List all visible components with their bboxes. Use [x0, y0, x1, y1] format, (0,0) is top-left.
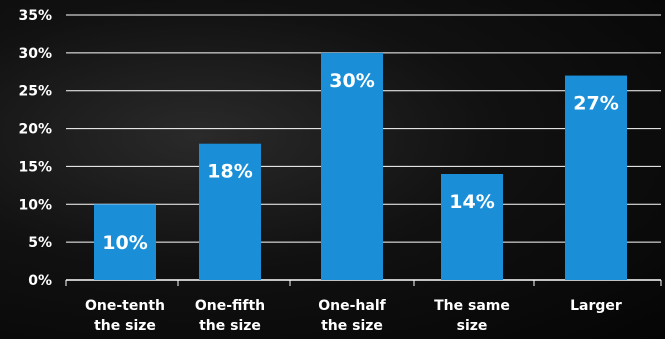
- data-label: 14%: [449, 191, 494, 213]
- x-tick-label: One-half the size: [318, 298, 386, 334]
- x-tick-label: Larger: [570, 298, 622, 314]
- data-label: 27%: [573, 93, 618, 115]
- data-labels: 10% 18% 30% 14% 27%: [102, 70, 618, 254]
- y-tick-label: 15%: [18, 159, 52, 175]
- y-axis-labels: 0% 5% 10% 15% 20% 25% 30% 35%: [18, 8, 52, 289]
- data-label: 10%: [102, 232, 147, 254]
- bar: [441, 174, 503, 280]
- y-tick-label: 5%: [28, 235, 52, 251]
- y-tick-label: 30%: [18, 46, 52, 62]
- y-tick-label: 0%: [28, 273, 52, 289]
- bars: [94, 52, 627, 280]
- y-tick-label: 25%: [18, 84, 52, 100]
- y-tick-label: 10%: [18, 197, 52, 213]
- x-axis-labels: One-tenth the size One-fifth the size One-ha…: [85, 298, 622, 334]
- x-tick-label: One-fifth the size: [195, 298, 265, 334]
- y-tick-label: 20%: [18, 122, 52, 138]
- x-tick-label: The same size: [434, 298, 510, 334]
- bar: [565, 75, 627, 280]
- x-tick-label: One-tenth the size: [85, 298, 165, 334]
- y-tick-label: 35%: [18, 8, 52, 24]
- data-label: 30%: [329, 70, 374, 92]
- bar: [321, 52, 383, 280]
- bar: [94, 204, 156, 280]
- data-label: 18%: [207, 161, 252, 183]
- bar: [199, 143, 261, 280]
